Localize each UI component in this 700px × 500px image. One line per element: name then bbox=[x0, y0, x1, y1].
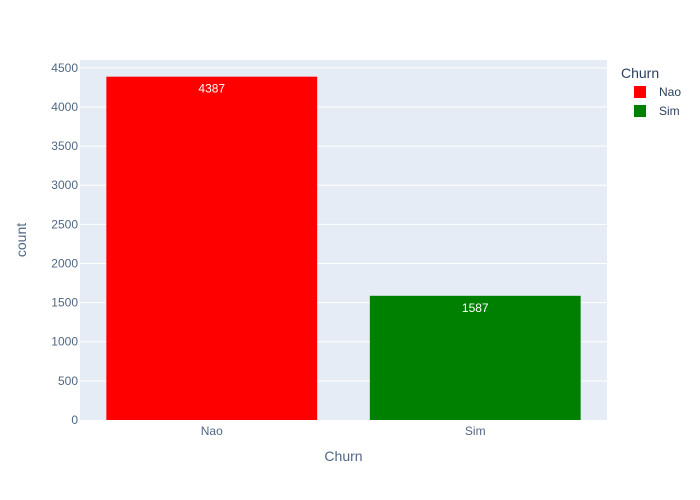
y-axis-title: count bbox=[13, 223, 29, 257]
legend-swatch bbox=[634, 105, 646, 117]
legend-item-nao[interactable]: Nao bbox=[634, 85, 681, 99]
x-axis-ticks: Nao Sim bbox=[201, 424, 486, 438]
legend-item-sim[interactable]: Sim bbox=[634, 104, 680, 118]
y-tick-label: 3500 bbox=[51, 139, 78, 153]
data-label: 4387 bbox=[198, 82, 225, 96]
y-tick-label: 4000 bbox=[51, 100, 78, 114]
x-axis-title: Churn bbox=[324, 448, 362, 464]
legend-swatch bbox=[634, 86, 646, 98]
x-tick-label: Nao bbox=[201, 424, 223, 438]
y-tick-label: 2000 bbox=[51, 256, 78, 270]
bar-sim bbox=[369, 295, 581, 420]
legend[interactable]: Churn Nao Sim bbox=[621, 65, 681, 118]
legend-title: Churn bbox=[621, 65, 659, 81]
y-tick-label: 3000 bbox=[51, 178, 78, 192]
data-label: 1587 bbox=[462, 301, 489, 315]
y-tick-label: 4500 bbox=[51, 61, 78, 75]
y-tick-label: 0 bbox=[71, 413, 78, 427]
y-tick-label: 2500 bbox=[51, 217, 78, 231]
y-tick-label: 500 bbox=[58, 374, 78, 388]
legend-label: Nao bbox=[659, 85, 681, 99]
x-tick-label: Sim bbox=[465, 424, 486, 438]
y-tick-label: 1500 bbox=[51, 296, 78, 310]
y-axis-ticks: 0 500 1000 1500 2000 2500 3000 3500 4000 4500 bbox=[51, 61, 78, 427]
bars: 4387 1587 bbox=[106, 76, 581, 421]
bar-nao bbox=[106, 76, 318, 421]
legend-label: Sim bbox=[659, 104, 680, 118]
y-tick-label: 1000 bbox=[51, 335, 78, 349]
